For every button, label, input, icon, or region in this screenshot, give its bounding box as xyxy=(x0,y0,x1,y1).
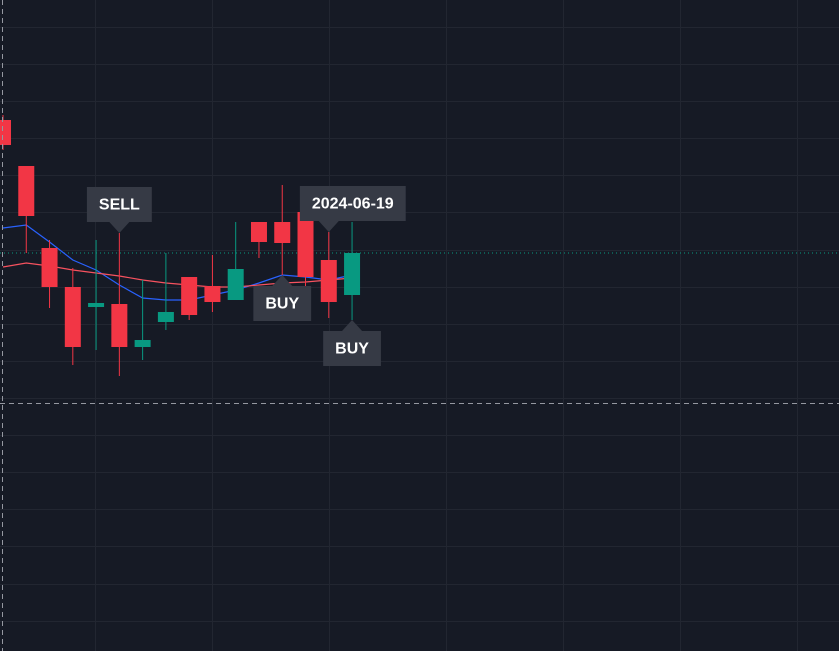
candle-body xyxy=(88,303,105,307)
signal-label-box xyxy=(323,320,381,366)
date-tooltip-text: 2024-06-19 xyxy=(312,196,394,213)
candle-body xyxy=(250,222,267,242)
candle-body xyxy=(227,269,244,300)
plot-area xyxy=(0,115,839,376)
signal-label-box xyxy=(86,187,152,233)
candle-body xyxy=(41,248,58,287)
moving-average-line xyxy=(2,262,353,288)
date-tooltip-box xyxy=(299,186,406,232)
signal-label: BUY xyxy=(253,275,312,321)
candle-body xyxy=(344,253,361,295)
signal-label-text: BUY xyxy=(265,296,299,313)
date-tooltip: 2024-06-19 xyxy=(299,186,406,232)
candle-body xyxy=(157,312,174,322)
candle-body xyxy=(181,277,198,315)
candle-body xyxy=(18,166,35,216)
candle-body xyxy=(274,222,291,243)
candle-body xyxy=(204,286,221,302)
signal-label-box xyxy=(253,275,312,321)
candle-body xyxy=(297,212,314,277)
moving-average-line xyxy=(2,224,353,301)
candle-body xyxy=(320,260,337,302)
candle-body xyxy=(0,120,11,145)
candle-body xyxy=(134,340,151,347)
signal-label: SELL xyxy=(86,187,152,233)
signal-label-text: BUY xyxy=(335,341,369,358)
candle-body xyxy=(111,304,128,347)
signal-label: BUY xyxy=(323,320,381,366)
signal-label-text: SELL xyxy=(99,197,140,214)
candle-body xyxy=(64,287,81,347)
